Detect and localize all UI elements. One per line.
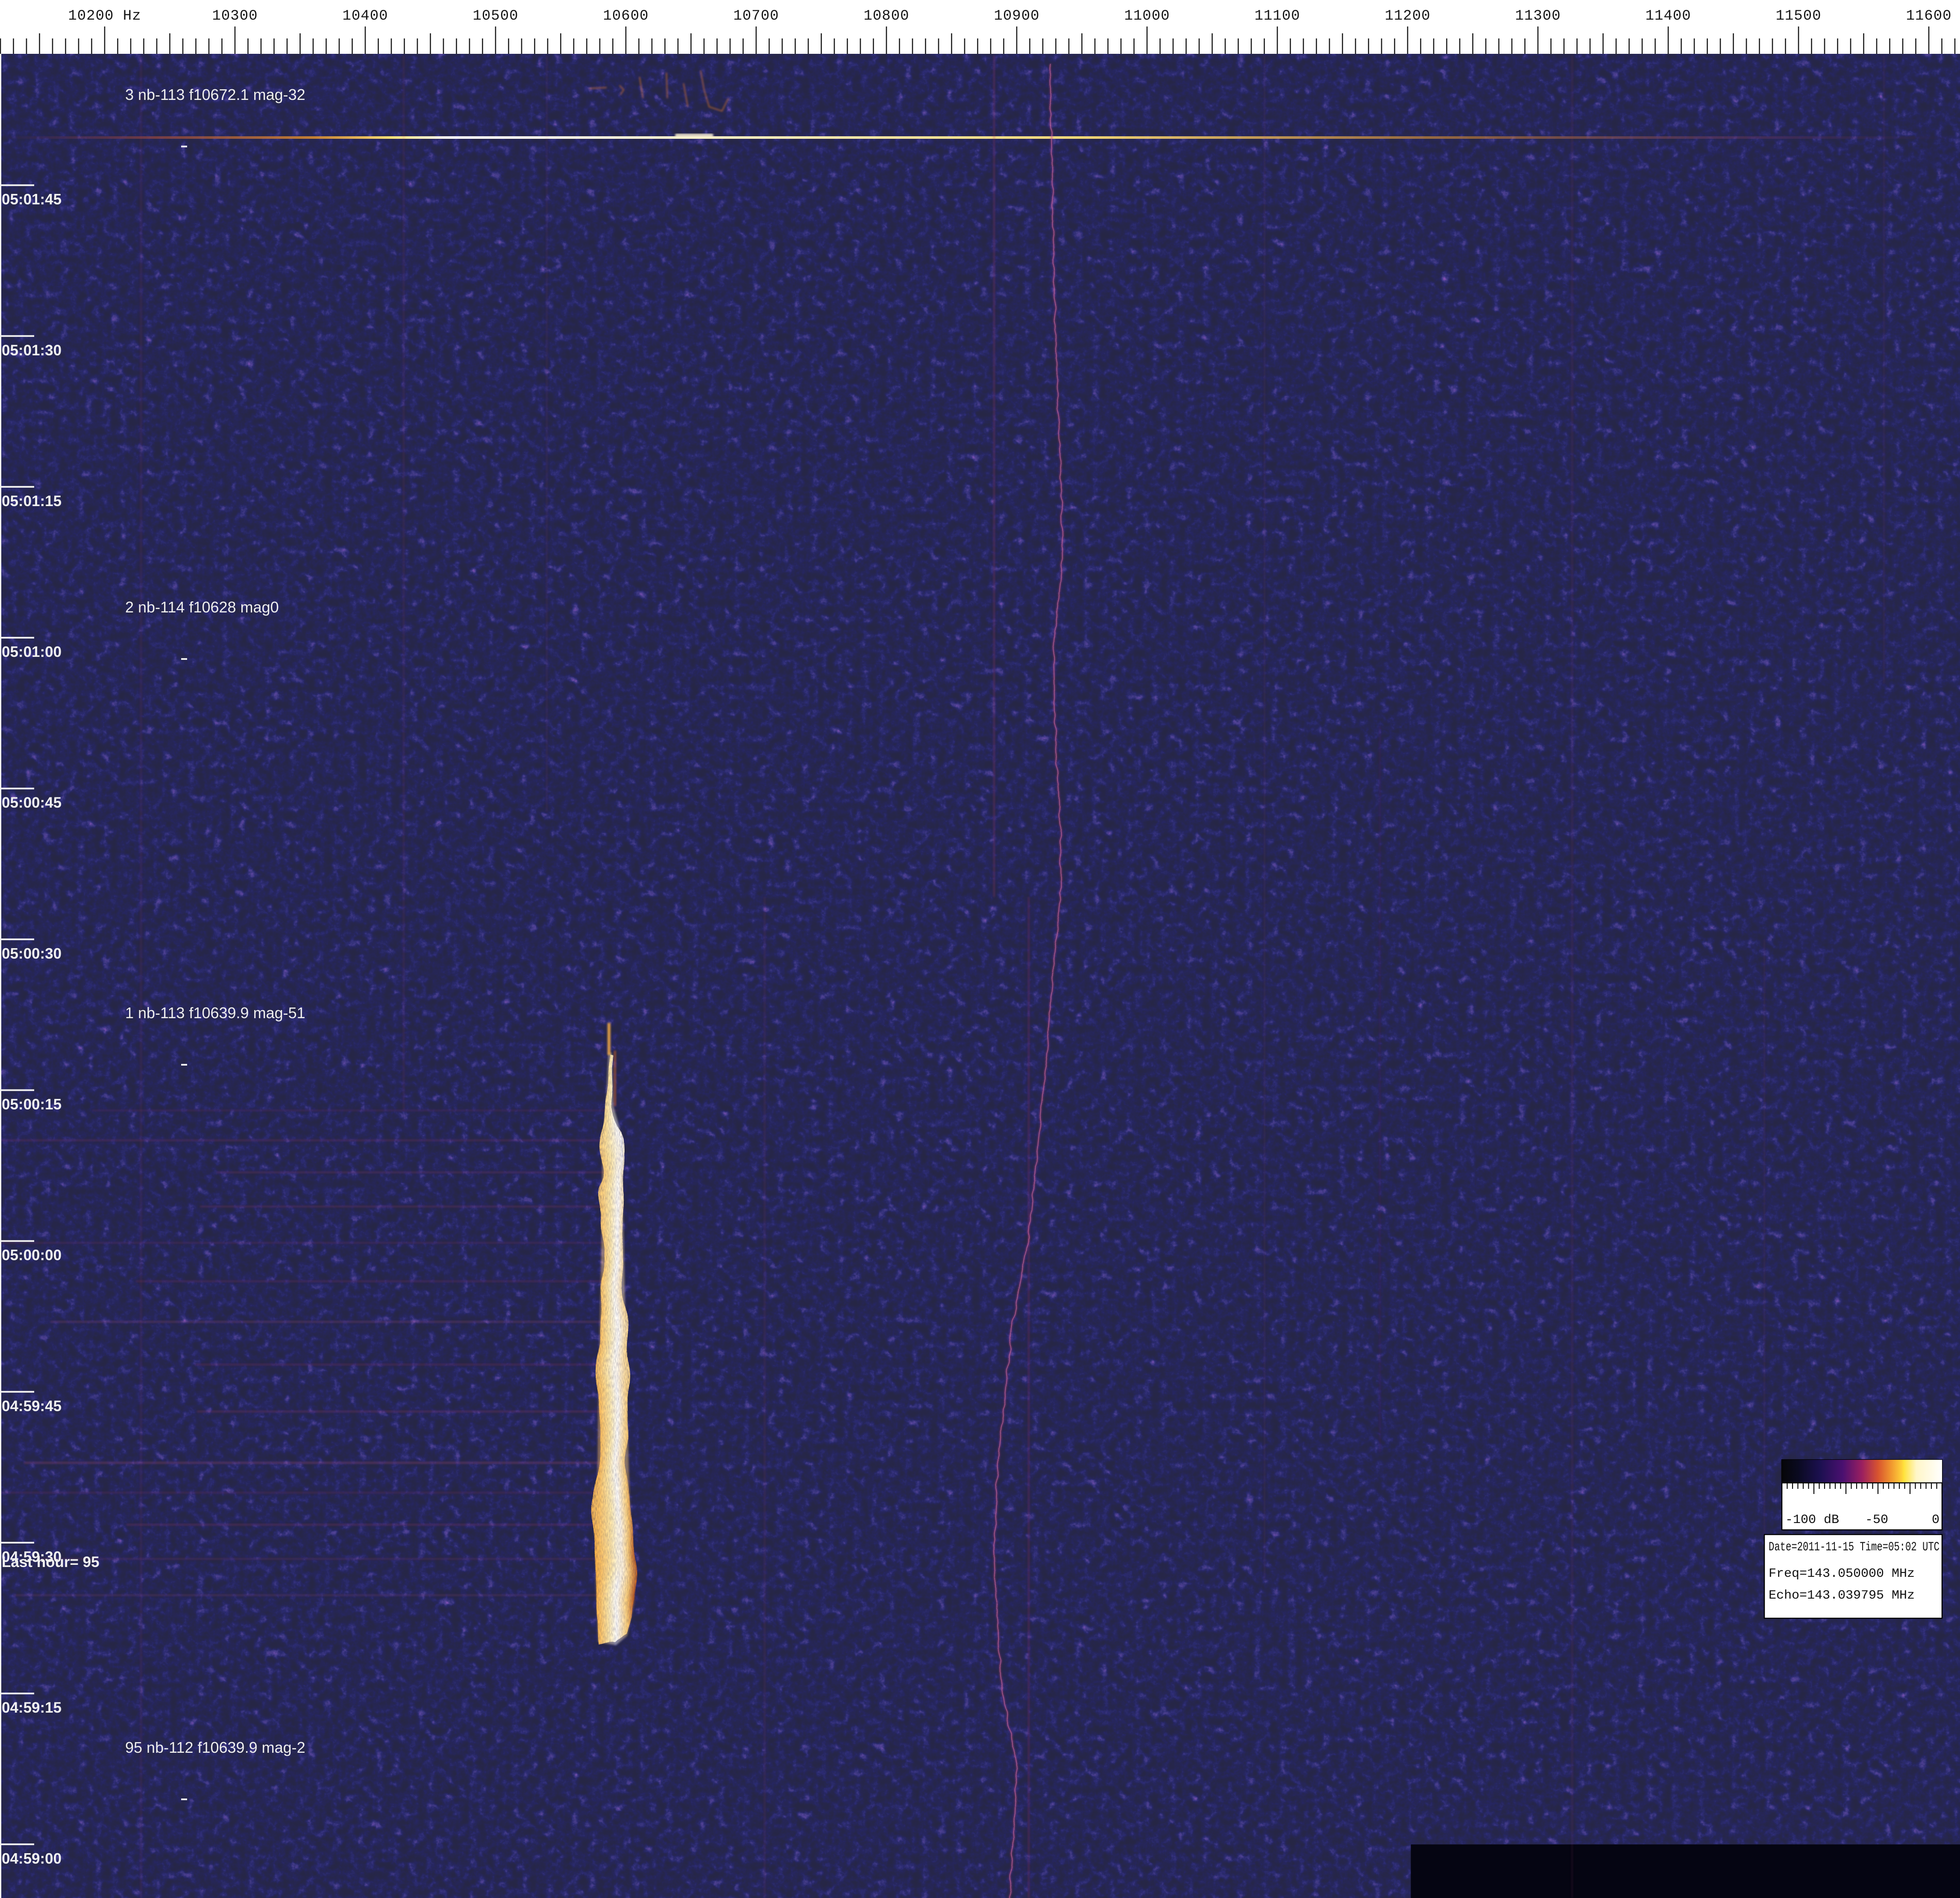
svg-text:Date=2011-11-15 Time=05:02 UT: Date=2011-11-15 Time=05:02 UTC <box>1769 1540 1939 1555</box>
svg-text:Freq=143.050000 MHz: Freq=143.050000 MHz <box>1769 1567 1915 1581</box>
svg-text:-50: -50 <box>1865 1513 1888 1527</box>
svg-text:-100 dB: -100 dB <box>1785 1513 1839 1527</box>
svg-text:0: 0 <box>1932 1513 1939 1527</box>
svg-text:Echo=143.039795 MHz: Echo=143.039795 MHz <box>1769 1588 1915 1603</box>
